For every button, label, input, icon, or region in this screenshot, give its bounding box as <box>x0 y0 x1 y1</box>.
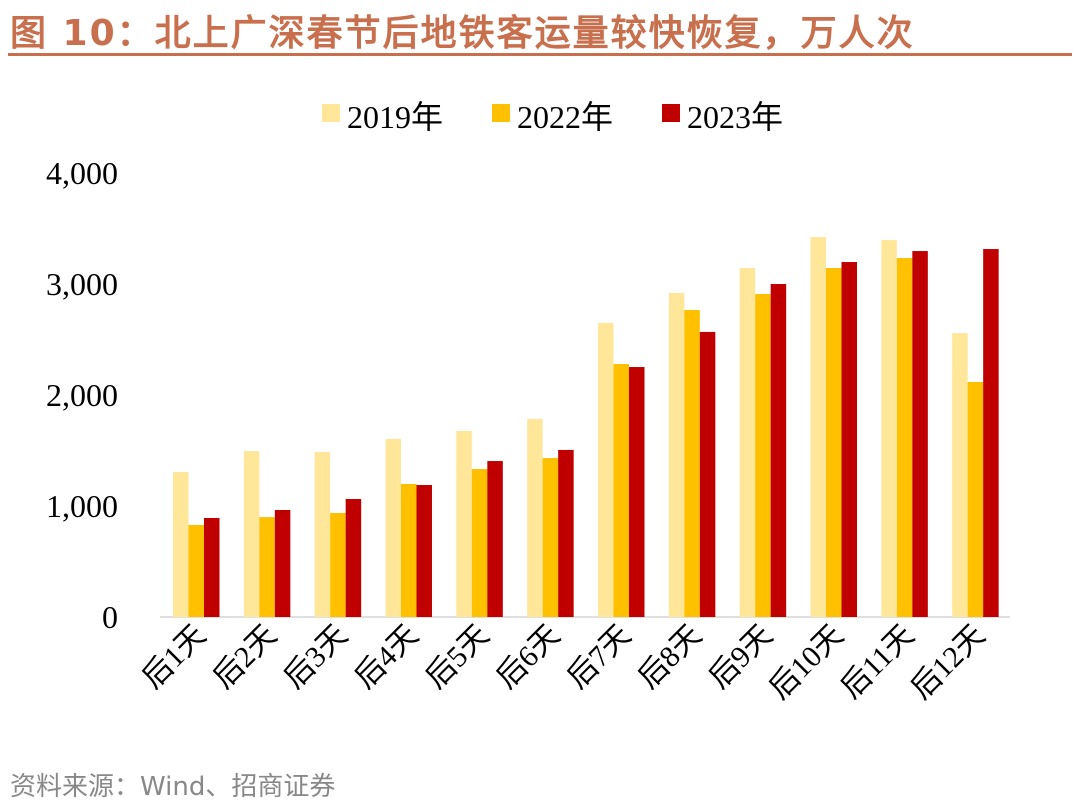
bar-2019年-后2天 <box>243 451 260 617</box>
bar-2023年-后10天 <box>841 262 857 617</box>
legend-label: 2023年 <box>687 99 783 135</box>
bar-2022年-后9天 <box>755 293 771 617</box>
bar-2019年-后5天 <box>456 430 472 617</box>
bar-2022年-后8天 <box>684 309 700 617</box>
bar-2019年-后7天 <box>598 322 614 617</box>
bar-2022年-后2天 <box>259 517 275 617</box>
bar-2023年-后8天 <box>699 331 716 617</box>
y-tick-label: 3,000 <box>46 266 118 302</box>
bar-2023年-后9天 <box>770 284 787 617</box>
y-tick-label: 0 <box>102 599 118 635</box>
bar-2023年-后3天 <box>345 499 362 617</box>
bar-2019年-后8天 <box>668 292 685 617</box>
bar-2023年-后1天 <box>204 517 220 617</box>
bar-2022年-后11天 <box>896 258 913 617</box>
bar-2022年-后3天 <box>330 512 346 617</box>
bar-2022年-后7天 <box>613 364 629 617</box>
bar-2023年-后5天 <box>487 461 503 617</box>
bar-2019年-后10天 <box>810 237 826 617</box>
x-tick-label: 后10天 <box>763 619 850 706</box>
bar-2019年-后4天 <box>385 438 401 617</box>
y-tick-label: 2,000 <box>46 377 118 413</box>
legend-label: 2019年 <box>347 99 443 135</box>
bar-2019年-后12天 <box>952 333 968 617</box>
bar-2023年-后4天 <box>416 485 432 617</box>
bar-2022年-后4天 <box>401 484 417 617</box>
bar-2022年-后6天 <box>542 458 559 617</box>
bar-2019年-后11天 <box>881 240 897 617</box>
x-tick-label: 后8天 <box>632 619 708 695</box>
bar-2022年-后12天 <box>967 382 984 617</box>
figure-title: 图 10：北上广深春节后地铁客运量较快恢复，万人次 <box>10 13 915 54</box>
bar-2023年-后12天 <box>983 249 999 617</box>
x-tick-label: 后11天 <box>835 619 921 705</box>
bar-2019年-后6天 <box>527 418 543 617</box>
legend-swatch-2019年 <box>322 104 340 122</box>
x-tick-label: 后3天 <box>278 619 354 695</box>
bar-2023年-后2天 <box>274 509 291 617</box>
legend-label: 2022年 <box>517 99 613 135</box>
y-tick-label: 4,000 <box>46 155 118 191</box>
legend-swatch-2022年 <box>492 104 510 122</box>
bar-2019年-后9天 <box>739 268 756 617</box>
bar-2022年-后5天 <box>471 469 488 617</box>
legend-swatch-2023年 <box>662 104 680 122</box>
bar-2022年-后10天 <box>826 268 842 617</box>
bar-2022年-后1天 <box>188 524 204 617</box>
source-note: 资料来源：Wind、招商证券 <box>10 772 336 802</box>
x-tick-label: 后2天 <box>207 619 283 695</box>
bar-2023年-后7天 <box>629 367 645 617</box>
bar-2023年-后11天 <box>912 251 928 617</box>
title-divider <box>8 53 1072 56</box>
bar-2023年-后6天 <box>558 449 574 617</box>
x-tick-label: 后4天 <box>348 619 424 695</box>
bar-2019年-后3天 <box>314 452 331 617</box>
bar-2019年-后1天 <box>173 472 189 617</box>
x-tick-label: 后6天 <box>490 619 566 695</box>
y-tick-label: 1,000 <box>46 488 118 524</box>
x-tick-label: 后12天 <box>905 619 992 706</box>
x-tick-label: 后1天 <box>136 619 212 695</box>
x-tick-label: 后5天 <box>419 619 495 695</box>
x-tick-label: 后7天 <box>561 619 637 695</box>
